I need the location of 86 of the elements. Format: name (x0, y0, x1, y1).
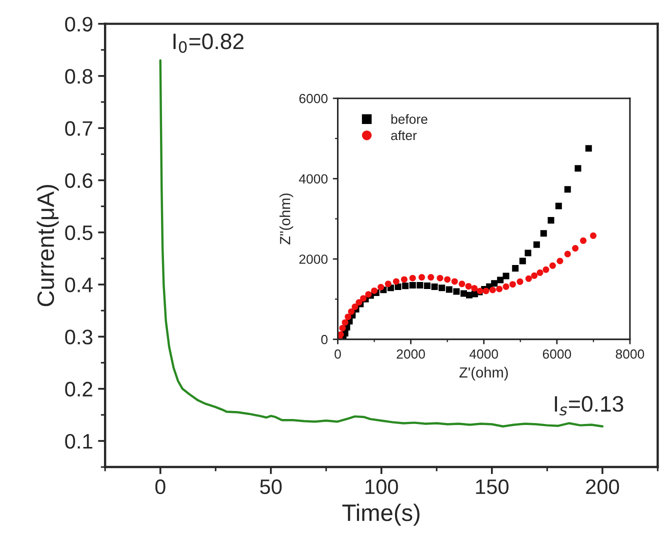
y-tick-label: 0.4 (65, 278, 93, 292)
x-tick-label: 0 (334, 349, 341, 359)
y-tick-label: 0.5 (65, 225, 92, 240)
y-tick-label: 0.9 (65, 16, 92, 32)
point (400, 276, 408, 283)
point (533, 241, 540, 248)
point (444, 276, 451, 283)
point (491, 280, 498, 287)
point (489, 286, 496, 294)
point (344, 314, 352, 320)
x-tick-label: 4000 (469, 349, 498, 359)
point (580, 237, 587, 244)
y-tick-label: 0.2 (65, 382, 92, 397)
point (409, 274, 416, 282)
point (418, 274, 426, 281)
point (438, 284, 446, 292)
point (436, 274, 444, 282)
point (342, 319, 348, 326)
y-tick-label: 0.3 (65, 330, 92, 344)
point (524, 250, 532, 256)
x-axis-title: Time(s) (342, 504, 420, 526)
y-tick-label: 6000 (299, 94, 328, 104)
point (402, 282, 409, 290)
y-tick-label: 0.1 (65, 434, 92, 449)
point (531, 272, 538, 279)
point (549, 262, 556, 269)
point (339, 324, 346, 332)
point (384, 280, 392, 288)
point (348, 308, 355, 315)
point (509, 281, 516, 288)
point (536, 269, 544, 276)
x-tick-label: 150 (476, 479, 508, 494)
point (497, 276, 504, 284)
point (512, 265, 519, 272)
point (394, 283, 402, 290)
point (416, 282, 424, 289)
point (338, 331, 344, 338)
x-tick-label: 0 (155, 479, 166, 494)
point (548, 217, 554, 224)
point (556, 258, 564, 264)
point (409, 282, 416, 289)
point (378, 284, 384, 290)
x-tick-label: 2000 (396, 349, 425, 359)
point (465, 283, 472, 290)
annotation: I$_{s}$=0.13 (554, 396, 624, 416)
point (525, 275, 532, 282)
y-axis-title: Current(μA) (36, 184, 59, 306)
point (458, 280, 466, 288)
point (431, 283, 438, 290)
y-tick-label: 4000 (299, 174, 328, 184)
point (516, 278, 524, 285)
y-tick-label: 2000 (299, 254, 328, 264)
point (555, 202, 562, 210)
y-tick-label: 0.6 (65, 173, 92, 188)
point (519, 258, 526, 264)
point (451, 278, 458, 285)
legend-label: before (391, 114, 428, 124)
legend-label: after (391, 130, 417, 140)
point (542, 266, 550, 273)
x-tick-label: 200 (586, 479, 619, 494)
point (540, 230, 547, 237)
point (564, 250, 571, 258)
point (392, 278, 400, 285)
x-tick-label: 50 (260, 479, 282, 494)
y-axis-title: Z"(ohm) (280, 194, 294, 244)
point (446, 286, 452, 293)
x-tick-label: 8000 (616, 349, 644, 359)
point (428, 274, 434, 281)
point (502, 272, 510, 280)
point (564, 186, 571, 193)
point (471, 285, 478, 292)
y-tick-label: 0.8 (65, 68, 92, 84)
x-tick-label: 6000 (542, 349, 572, 359)
y-tick-label: 0 (321, 334, 328, 344)
y-tick-label: 0.7 (65, 121, 92, 136)
point (572, 245, 579, 252)
x-tick-label: 100 (366, 479, 398, 494)
point (453, 288, 460, 295)
x-axis-title: Z'(ohm) (459, 366, 508, 380)
point (585, 145, 592, 152)
point (496, 286, 503, 292)
annotation: I$_{0}$=0.82 (174, 34, 244, 53)
point (590, 232, 596, 239)
point (574, 165, 582, 172)
point (424, 282, 431, 289)
point (502, 283, 510, 290)
